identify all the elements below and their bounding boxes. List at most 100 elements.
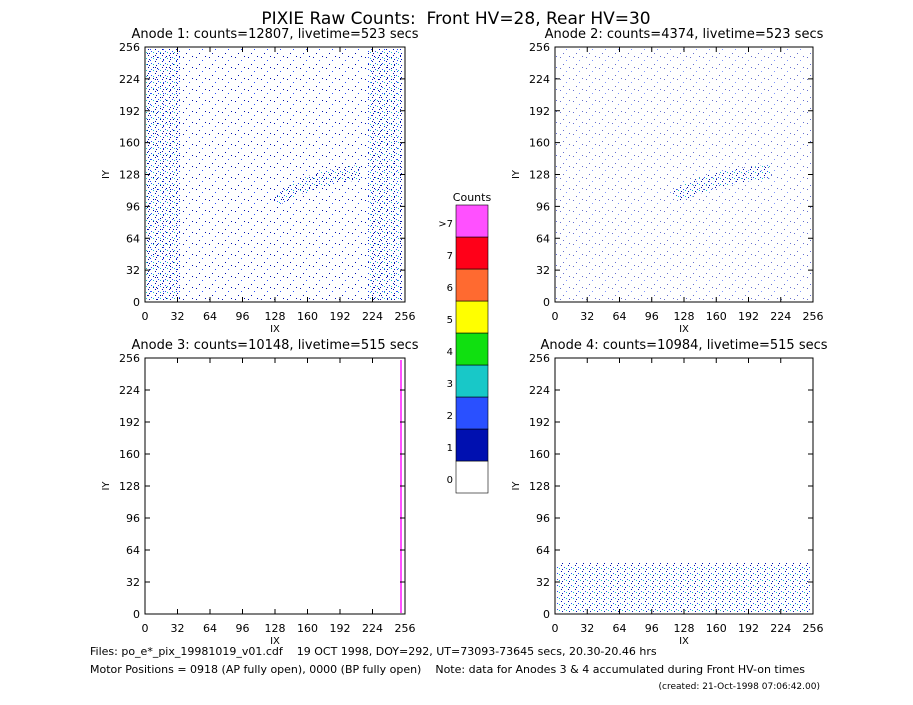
x-tick-label: 96 xyxy=(236,622,250,635)
colorbar-label: 6 xyxy=(447,283,453,294)
x-tick-label: 64 xyxy=(613,622,627,635)
x-tick-label: 192 xyxy=(330,622,351,635)
x-tick-label: 128 xyxy=(674,622,695,635)
y-tick-label: 96 xyxy=(126,512,140,525)
y-tick-label: 32 xyxy=(126,576,140,589)
panel-title: Anode 2: counts=4374, livetime=523 secs xyxy=(545,27,824,42)
x-tick-label: 192 xyxy=(330,310,351,323)
x-tick-label: 0 xyxy=(142,310,149,323)
x-tick-label: 128 xyxy=(674,310,695,323)
y-tick-label: 32 xyxy=(126,264,140,277)
y-tick-label: 0 xyxy=(133,296,140,309)
x-tick-label: 64 xyxy=(203,622,217,635)
y-axis-label: IY xyxy=(511,481,522,491)
colorbar-label: 7 xyxy=(447,251,453,262)
texture xyxy=(556,563,810,613)
x-tick-label: 192 xyxy=(738,622,759,635)
title: PIXIE Raw Counts: Front HV=28, Rear HV=3… xyxy=(261,9,650,29)
y-tick-label: 256 xyxy=(529,41,550,54)
colorbar-swatch xyxy=(455,204,489,238)
footer-motor: Motor Positions = 0918 (AP fully open), … xyxy=(90,663,805,676)
x-tick-label: 0 xyxy=(552,622,559,635)
colorbar-label: 2 xyxy=(447,411,453,422)
x-tick-label: 96 xyxy=(645,622,659,635)
y-tick-label: 64 xyxy=(536,232,550,245)
y-axis-label: IY xyxy=(101,481,112,491)
y-tick-label: 224 xyxy=(119,384,140,397)
colorbar-label: 0 xyxy=(447,475,453,486)
colorbar-swatch xyxy=(455,460,489,494)
y-axis-label: IY xyxy=(101,169,112,179)
footer-files: Files: po_e*_pix_19981019_v01.cdf 19 OCT… xyxy=(90,645,657,658)
x-tick-label: 32 xyxy=(171,622,185,635)
y-tick-label: 0 xyxy=(543,296,550,309)
y-tick-label: 256 xyxy=(119,352,140,365)
x-tick-label: 224 xyxy=(362,310,383,323)
y-tick-label: 128 xyxy=(529,169,550,182)
colorbar-label: 3 xyxy=(447,379,453,390)
colorbar-label: 5 xyxy=(447,315,453,326)
x-axis-label: IX xyxy=(679,324,689,335)
colorbar-swatch xyxy=(455,428,489,462)
y-tick-label: 96 xyxy=(536,200,550,213)
colorbar-label: 1 xyxy=(447,443,453,454)
x-tick-label: 160 xyxy=(706,310,727,323)
colorbar-swatch xyxy=(455,364,489,398)
x-tick-label: 256 xyxy=(803,310,824,323)
x-tick-label: 224 xyxy=(362,622,383,635)
texture xyxy=(368,48,403,301)
x-tick-label: 160 xyxy=(706,622,727,635)
x-tick-label: 64 xyxy=(203,310,217,323)
x-tick-label: 64 xyxy=(613,310,627,323)
x-tick-label: 256 xyxy=(803,622,824,635)
y-tick-label: 96 xyxy=(536,512,550,525)
y-tick-label: 128 xyxy=(119,169,140,182)
y-tick-label: 160 xyxy=(119,448,140,461)
y-tick-label: 160 xyxy=(119,137,140,150)
y-tick-label: 160 xyxy=(529,137,550,150)
x-tick-label: 128 xyxy=(265,622,286,635)
x-tick-label: 0 xyxy=(142,622,149,635)
panel-title: Anode 3: counts=10148, livetime=515 secs xyxy=(131,338,418,353)
texture xyxy=(146,48,404,301)
y-tick-label: 224 xyxy=(119,73,140,86)
y-tick-label: 128 xyxy=(529,480,550,493)
y-tick-label: 0 xyxy=(133,608,140,621)
y-tick-label: 96 xyxy=(126,200,140,213)
texture xyxy=(556,48,812,301)
colorbar-swatch xyxy=(455,396,489,430)
x-tick-label: 256 xyxy=(395,310,416,323)
y-tick-label: 160 xyxy=(529,448,550,461)
panel-title: Anode 1: counts=12807, livetime=523 secs xyxy=(131,27,418,42)
y-tick-label: 32 xyxy=(536,576,550,589)
x-axis-label: IX xyxy=(270,636,280,647)
colorbar-swatch xyxy=(455,268,489,302)
x-tick-label: 128 xyxy=(265,310,286,323)
y-tick-label: 192 xyxy=(529,416,550,429)
y-tick-label: 64 xyxy=(536,544,550,557)
x-axis-label: IX xyxy=(679,636,689,647)
y-tick-label: 192 xyxy=(119,416,140,429)
x-tick-label: 96 xyxy=(236,310,250,323)
x-axis-label: IX xyxy=(270,324,280,335)
x-tick-label: 0 xyxy=(552,310,559,323)
y-tick-label: 64 xyxy=(126,544,140,557)
x-tick-label: 32 xyxy=(171,310,185,323)
y-tick-label: 64 xyxy=(126,232,140,245)
colorbar-swatch xyxy=(455,300,489,334)
colorbar-title: Counts xyxy=(453,191,492,204)
y-axis-label: IY xyxy=(511,169,522,179)
x-tick-label: 32 xyxy=(580,622,594,635)
x-tick-label: 224 xyxy=(770,622,791,635)
y-tick-label: 192 xyxy=(529,105,550,118)
x-tick-label: 256 xyxy=(395,622,416,635)
y-tick-label: 224 xyxy=(529,384,550,397)
texture xyxy=(272,165,362,205)
texture xyxy=(672,165,772,202)
x-tick-label: 96 xyxy=(645,310,659,323)
y-tick-label: 224 xyxy=(529,73,550,86)
footer-created: (created: 21-Oct-1998 07:06:42.00) xyxy=(659,682,820,692)
x-tick-label: 160 xyxy=(297,622,318,635)
